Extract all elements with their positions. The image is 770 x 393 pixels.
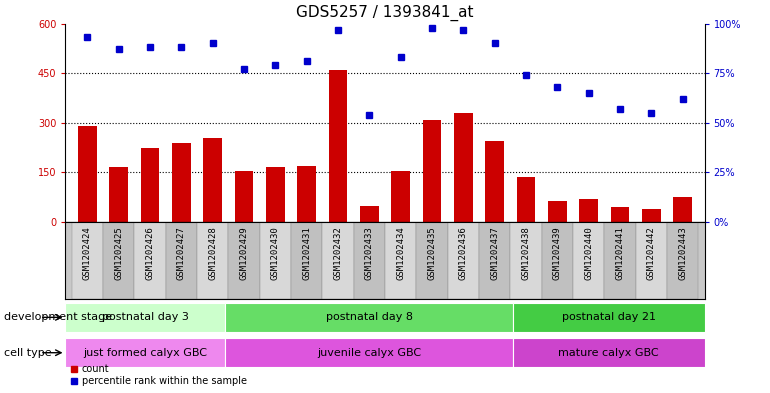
Text: GSM1202427: GSM1202427 — [177, 226, 186, 280]
FancyBboxPatch shape — [259, 222, 291, 299]
Text: GSM1202435: GSM1202435 — [427, 226, 437, 280]
Text: GSM1202434: GSM1202434 — [396, 226, 405, 280]
Bar — [78, 126, 97, 222]
FancyBboxPatch shape — [166, 222, 197, 299]
FancyBboxPatch shape — [541, 222, 573, 299]
Text: GSM1202441: GSM1202441 — [615, 226, 624, 280]
FancyBboxPatch shape — [323, 222, 353, 299]
Legend: count, percentile rank within the sample: count, percentile rank within the sample — [70, 364, 247, 386]
Bar — [203, 138, 222, 222]
FancyBboxPatch shape — [447, 222, 479, 299]
Bar — [548, 200, 567, 222]
Bar — [673, 197, 692, 222]
FancyBboxPatch shape — [511, 222, 541, 299]
FancyBboxPatch shape — [479, 222, 511, 299]
FancyBboxPatch shape — [103, 222, 135, 299]
Text: GSM1202424: GSM1202424 — [83, 226, 92, 280]
Text: GSM1202433: GSM1202433 — [365, 226, 374, 280]
Bar — [579, 199, 598, 222]
Bar — [423, 119, 441, 222]
FancyBboxPatch shape — [135, 222, 166, 299]
Text: cell type: cell type — [4, 348, 52, 358]
FancyBboxPatch shape — [291, 222, 323, 299]
Bar — [454, 113, 473, 222]
FancyBboxPatch shape — [353, 222, 385, 299]
FancyBboxPatch shape — [513, 303, 705, 332]
FancyBboxPatch shape — [226, 303, 513, 332]
Bar — [172, 143, 191, 222]
Text: GSM1202440: GSM1202440 — [584, 226, 593, 280]
Bar — [485, 141, 504, 222]
Text: GSM1202431: GSM1202431 — [302, 226, 311, 280]
Text: GSM1202436: GSM1202436 — [459, 226, 468, 280]
FancyBboxPatch shape — [229, 222, 259, 299]
Bar — [329, 70, 347, 222]
Text: GSM1202442: GSM1202442 — [647, 226, 656, 280]
FancyBboxPatch shape — [513, 338, 705, 367]
FancyBboxPatch shape — [417, 222, 447, 299]
Text: postnatal day 3: postnatal day 3 — [102, 312, 189, 322]
Bar — [360, 206, 379, 222]
Text: GSM1202443: GSM1202443 — [678, 226, 687, 280]
Bar — [391, 171, 410, 222]
Text: postnatal day 8: postnatal day 8 — [326, 312, 413, 322]
Text: GSM1202437: GSM1202437 — [490, 226, 499, 280]
FancyBboxPatch shape — [72, 222, 103, 299]
Bar — [297, 166, 316, 222]
FancyBboxPatch shape — [573, 222, 604, 299]
Text: GSM1202425: GSM1202425 — [114, 226, 123, 280]
Text: juvenile calyx GBC: juvenile calyx GBC — [317, 348, 421, 358]
Text: GSM1202432: GSM1202432 — [333, 226, 343, 280]
Title: GDS5257 / 1393841_at: GDS5257 / 1393841_at — [296, 5, 474, 21]
Text: GSM1202426: GSM1202426 — [146, 226, 155, 280]
Bar — [517, 177, 535, 222]
Text: GSM1202428: GSM1202428 — [208, 226, 217, 280]
Text: GSM1202430: GSM1202430 — [271, 226, 280, 280]
Text: GSM1202439: GSM1202439 — [553, 226, 562, 280]
FancyBboxPatch shape — [385, 222, 417, 299]
FancyBboxPatch shape — [65, 338, 226, 367]
Text: mature calyx GBC: mature calyx GBC — [558, 348, 659, 358]
Bar — [235, 171, 253, 222]
FancyBboxPatch shape — [635, 222, 667, 299]
FancyBboxPatch shape — [197, 222, 229, 299]
Bar — [109, 167, 128, 222]
FancyBboxPatch shape — [667, 222, 698, 299]
Text: postnatal day 21: postnatal day 21 — [561, 312, 656, 322]
FancyBboxPatch shape — [604, 222, 635, 299]
FancyBboxPatch shape — [226, 338, 513, 367]
Text: development stage: development stage — [4, 312, 112, 322]
Bar — [266, 167, 285, 222]
Bar — [611, 207, 629, 222]
Text: GSM1202438: GSM1202438 — [521, 226, 531, 280]
Bar — [642, 209, 661, 222]
Text: just formed calyx GBC: just formed calyx GBC — [83, 348, 207, 358]
Bar — [141, 148, 159, 222]
FancyBboxPatch shape — [65, 303, 226, 332]
Text: GSM1202429: GSM1202429 — [239, 226, 249, 280]
